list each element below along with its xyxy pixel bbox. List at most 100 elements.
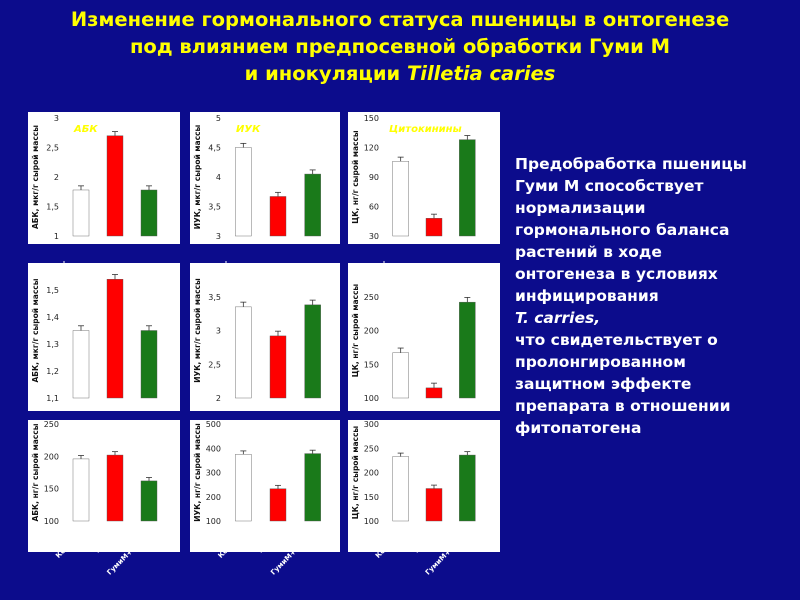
conclusion-line: защитном эффекте bbox=[515, 375, 692, 393]
y-tick-label: 200 bbox=[44, 452, 59, 461]
bar bbox=[235, 147, 252, 237]
bar bbox=[304, 453, 321, 522]
chart-panel: 100 150 200 250 ЦК, нг/г сырой массы bbox=[348, 261, 500, 411]
bar bbox=[392, 161, 409, 237]
bar bbox=[459, 301, 476, 399]
y-tick-label: 100 bbox=[364, 517, 379, 526]
conclusion-line: растений в ходе bbox=[515, 243, 662, 261]
y-tick-label: 150 bbox=[44, 485, 59, 494]
y-tick-label: 90 bbox=[369, 173, 379, 182]
y-tick-label: 100 bbox=[206, 517, 221, 526]
y-tick-label: 200 bbox=[364, 469, 379, 478]
bar bbox=[304, 304, 321, 399]
y-tick-label: 2,5 bbox=[46, 144, 59, 153]
y-tick-label: 250 bbox=[364, 444, 379, 453]
y-tick-label: 150 bbox=[364, 493, 379, 502]
bar bbox=[269, 335, 287, 399]
title-line-3-species: Tilletia caries bbox=[406, 62, 556, 85]
y-tick-label: 1,2 bbox=[46, 367, 59, 376]
bar bbox=[392, 456, 409, 522]
bar bbox=[459, 454, 476, 522]
bar bbox=[106, 135, 124, 237]
chart-panel: 2 2,5 3 3,5 ИУК, мкг/г сырой массы трубковани… bbox=[190, 261, 340, 411]
chart-panel: 30 60 90 120 150 ЦК, нг/г сырой массы Цитокини… bbox=[348, 112, 500, 244]
bar bbox=[425, 387, 443, 399]
y-tick-label: 3,5 bbox=[208, 203, 221, 212]
bar bbox=[425, 488, 443, 522]
bar bbox=[140, 330, 158, 399]
conclusion-line: что свидетельствует о bbox=[515, 331, 718, 349]
page-title: Изменение гормонального статуса пшеницы … bbox=[0, 6, 800, 87]
conclusion-line: гормонального баланса bbox=[515, 221, 730, 239]
bar bbox=[72, 189, 90, 237]
y-tick-label: 300 bbox=[364, 420, 379, 429]
y-tick-label: 3 bbox=[54, 114, 59, 123]
chart-panel: 1 1,5 2 2,5 3 АБК, мкг/г сырой массы АБК bbox=[28, 112, 180, 244]
title-line-1: Изменение гормонального статуса пшеницы … bbox=[70, 8, 730, 31]
y-tick-label: 1,1 bbox=[46, 394, 59, 403]
bar bbox=[425, 218, 443, 237]
y-tick-label: 300 bbox=[206, 469, 221, 478]
y-tick-label: 500 bbox=[206, 420, 221, 429]
y-tick-label: 150 bbox=[364, 360, 379, 369]
y-tick-label: 1,5 bbox=[46, 286, 59, 295]
bar bbox=[235, 306, 252, 399]
y-tick-label: 2,5 bbox=[208, 360, 221, 369]
y-tick-label: 1,5 bbox=[46, 203, 59, 212]
bar bbox=[106, 279, 124, 399]
panel-background bbox=[348, 263, 500, 411]
y-tick-label: 150 bbox=[364, 114, 379, 123]
stage-label: трубкование bbox=[241, 278, 315, 290]
stage-label: кущение bbox=[264, 135, 316, 146]
y-tick-label: 200 bbox=[364, 327, 379, 336]
bar bbox=[269, 488, 287, 522]
y-axis-label: ЦК, нг/г сырой массы bbox=[351, 426, 360, 520]
conclusion-line: фитопатогена bbox=[515, 419, 642, 437]
y-tick-label: 1,3 bbox=[46, 340, 59, 349]
conclusion-line: препарата в отношении bbox=[515, 397, 731, 415]
bar bbox=[459, 139, 476, 237]
panel-label: АБК bbox=[73, 124, 98, 135]
y-tick-label: 30 bbox=[369, 232, 379, 241]
y-axis-label: ЦК, нг/г сырой массы bbox=[351, 284, 360, 378]
y-tick-label: 1,4 bbox=[46, 313, 59, 322]
panel-background bbox=[348, 420, 500, 552]
conclusion-species: T. carries, bbox=[515, 309, 601, 327]
y-axis-label: ЦК, нг/г сырой массы bbox=[351, 130, 360, 224]
conclusion-text: Предобработка пшеницы Гуми М способствуе… bbox=[515, 153, 795, 439]
y-tick-label: 60 bbox=[369, 203, 379, 212]
y-tick-label: 120 bbox=[364, 144, 379, 153]
conclusion-line: Гуми М способствует bbox=[515, 177, 704, 195]
panel-label: ИУК bbox=[236, 124, 261, 135]
y-tick-label: 100 bbox=[44, 517, 59, 526]
y-tick-label: 3 bbox=[216, 232, 221, 241]
conclusion-line: Предобработка пшеницы bbox=[515, 155, 747, 173]
conclusion-line: онтогенеза в условиях bbox=[515, 265, 718, 283]
bar bbox=[269, 196, 287, 237]
y-axis-label: АБК, мкг/г сырой массы bbox=[31, 125, 40, 229]
title-line-2: под влиянием предпосевной обработки Гуми… bbox=[129, 35, 671, 58]
y-tick-label: 200 bbox=[206, 493, 221, 502]
y-tick-label: 5 bbox=[216, 114, 221, 123]
y-axis-label: АБК, нг/г сырой массы bbox=[31, 423, 40, 521]
bar bbox=[140, 189, 158, 237]
y-tick-label: 3,5 bbox=[208, 293, 221, 302]
conclusion-line: нормализации bbox=[515, 199, 646, 217]
y-tick-label: 250 bbox=[364, 293, 379, 302]
y-tick-label: 100 bbox=[364, 394, 379, 403]
stage-label: молочная bbox=[250, 428, 306, 439]
bar bbox=[72, 330, 90, 399]
y-tick-label: 2 bbox=[54, 173, 59, 182]
panel-label: Цитокинины bbox=[389, 124, 462, 135]
y-axis-label: ИУК, мкг/г сырой массы bbox=[193, 278, 202, 383]
stage-label: спелость bbox=[252, 441, 304, 452]
bar bbox=[304, 173, 321, 237]
y-tick-label: 4,5 bbox=[208, 144, 221, 153]
title-line-3: и инокуляции Tilletia caries bbox=[0, 60, 800, 87]
conclusion-line: пролонгированном bbox=[515, 353, 686, 371]
bar bbox=[392, 352, 409, 399]
bar bbox=[140, 480, 158, 522]
